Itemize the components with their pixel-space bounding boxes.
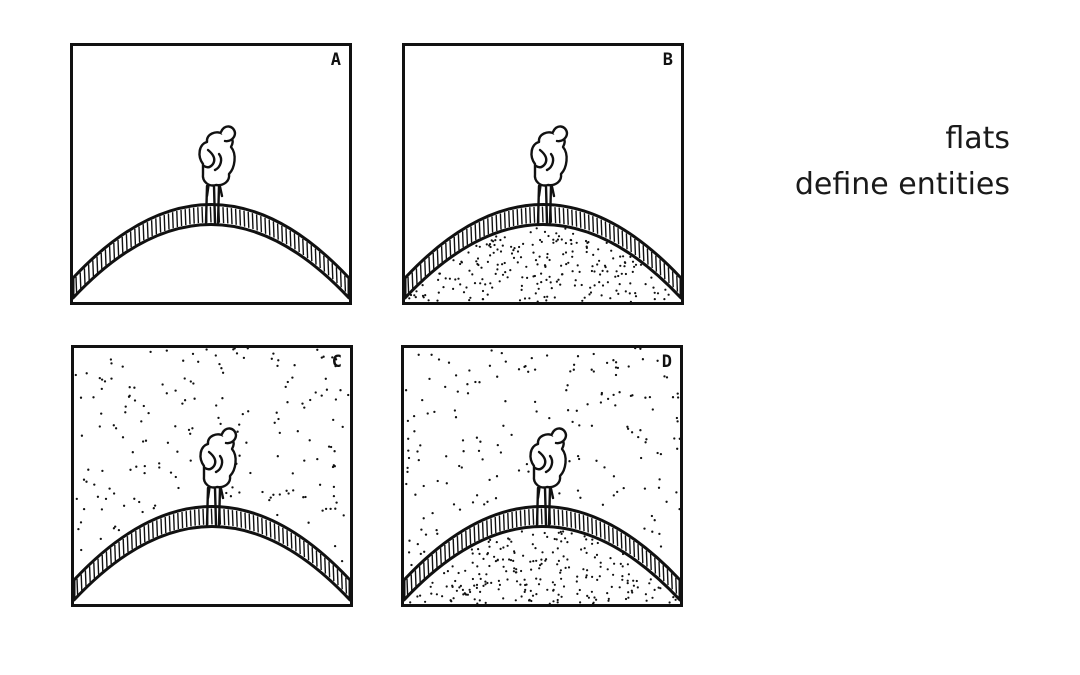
panel-d-label: D xyxy=(661,352,672,372)
ground-hatching xyxy=(406,508,680,599)
ground-hatching xyxy=(75,206,349,297)
panel-d-drawing xyxy=(404,348,680,604)
seated-figure xyxy=(530,125,569,225)
hill-stipple xyxy=(409,530,677,604)
ground-band xyxy=(405,203,681,300)
seated-figure xyxy=(199,427,238,527)
caption-line-2: define entities xyxy=(794,167,1010,202)
hill-stipple xyxy=(408,227,670,302)
panel-d: D xyxy=(401,345,683,607)
ground-band xyxy=(73,203,349,300)
sky-stipple xyxy=(404,348,680,567)
ground-hatching xyxy=(407,206,681,297)
panel-c-label: C xyxy=(331,352,342,372)
panel-c: C xyxy=(71,345,353,607)
ground-band xyxy=(74,505,350,602)
panel-a-label: A xyxy=(330,50,341,70)
panel-d-scene xyxy=(404,348,680,604)
caption: flats define entities xyxy=(795,116,1010,208)
ground-hatching xyxy=(76,508,350,599)
panel-b: B xyxy=(402,43,684,305)
panel-a: A xyxy=(70,43,352,305)
panel-b-label: B xyxy=(662,50,673,70)
caption-line-1: flats xyxy=(945,121,1010,156)
panel-c-drawing xyxy=(74,348,350,602)
panel-a-drawing xyxy=(73,125,349,300)
panel-a-scene xyxy=(73,125,349,300)
panel-b-scene xyxy=(405,125,681,302)
sky-stipple xyxy=(74,348,350,563)
ground-band xyxy=(404,505,680,602)
panel-b-drawing xyxy=(405,125,681,302)
seated-figure xyxy=(198,125,237,225)
seated-figure xyxy=(529,427,568,527)
panel-c-scene xyxy=(74,348,350,602)
